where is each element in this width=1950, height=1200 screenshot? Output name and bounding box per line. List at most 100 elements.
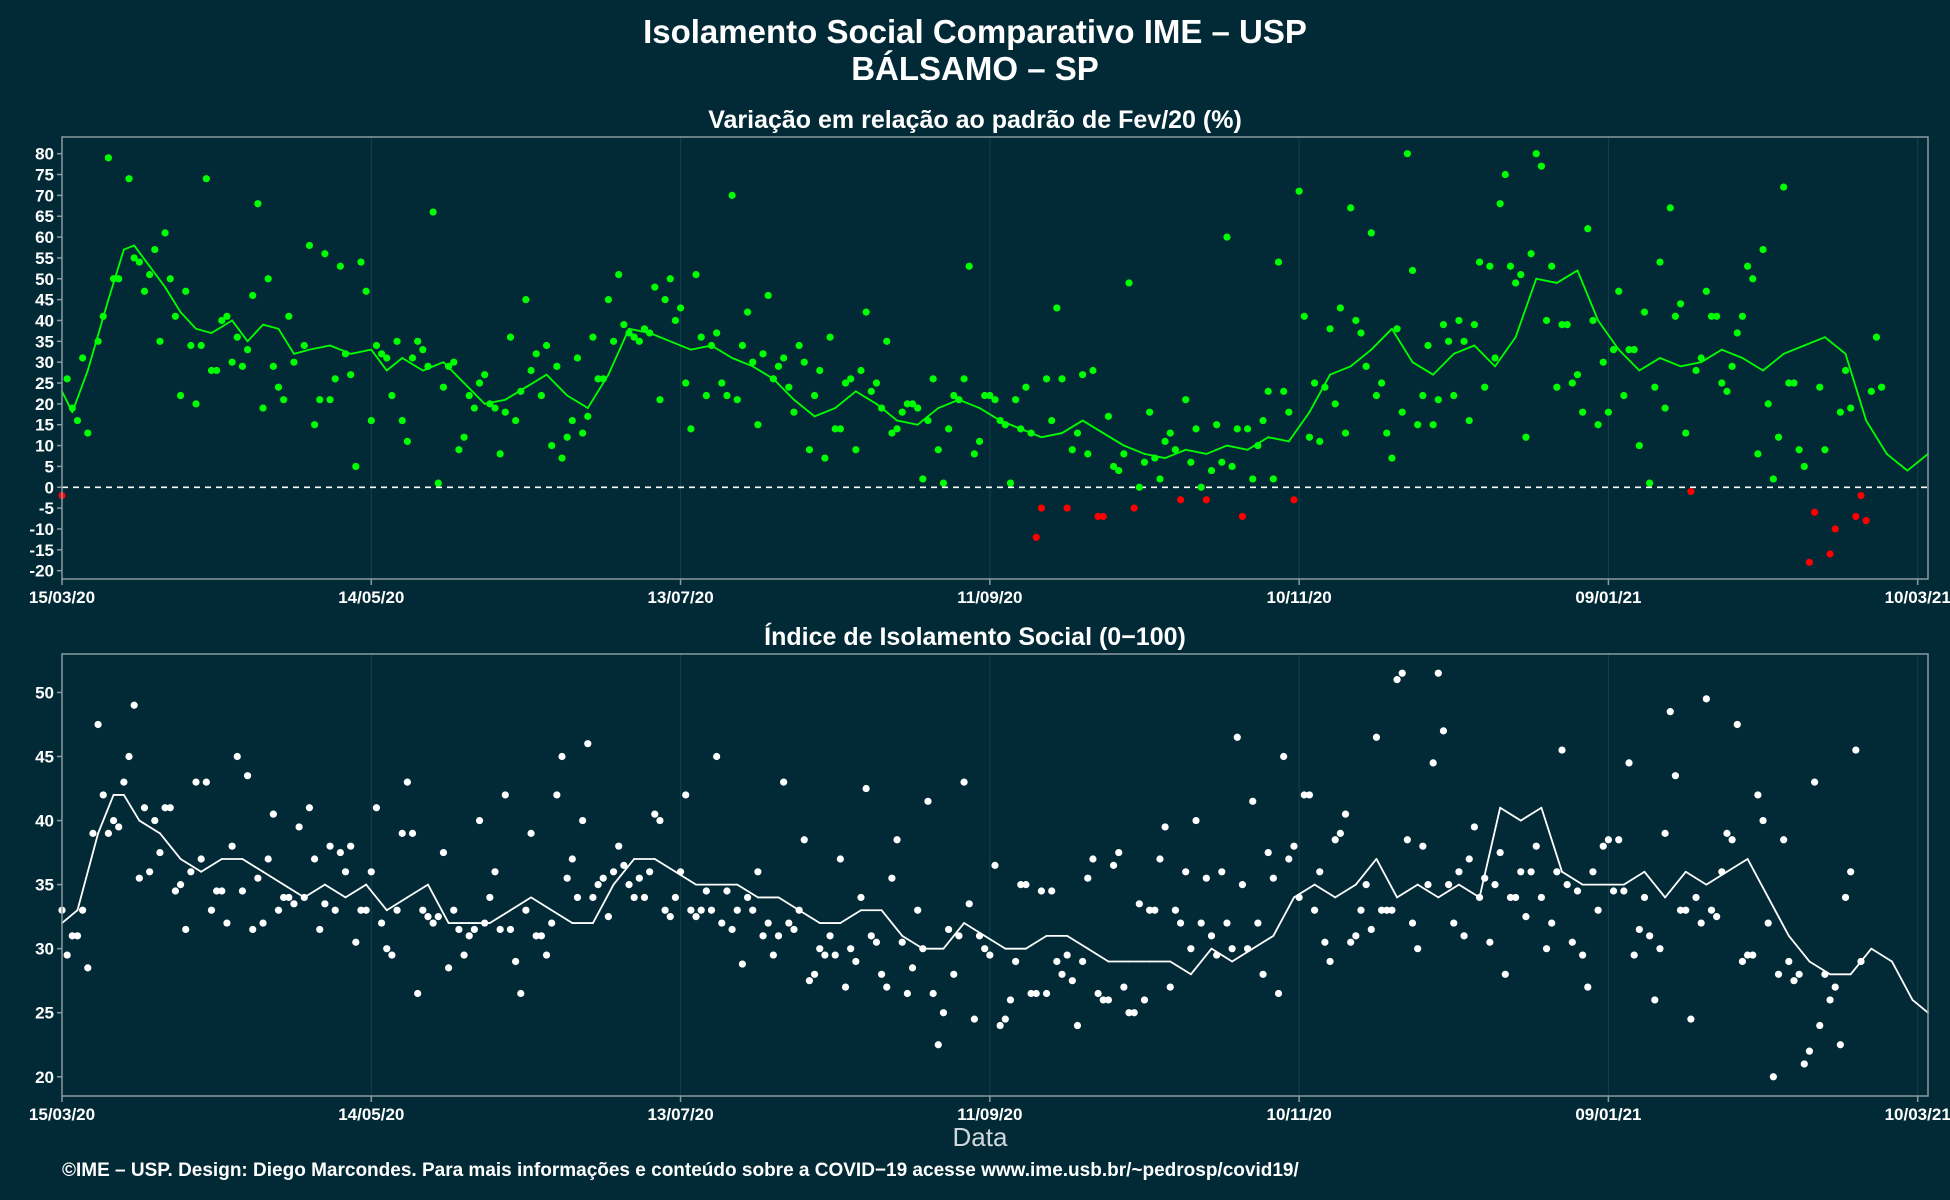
data-point [542, 951, 551, 959]
figure-subtitle: BÁLSAMO – SP [851, 50, 1099, 87]
data-point [1290, 842, 1298, 850]
data-point [955, 932, 963, 940]
data-point [584, 740, 592, 748]
y-tick-label: 0 [45, 478, 54, 497]
moving-average-segment [1473, 344, 1496, 368]
data-point [1243, 945, 1252, 953]
data-point [1584, 225, 1592, 233]
x-tick-label: 13/07/20 [647, 588, 713, 607]
y-tick-label: 45 [35, 747, 54, 766]
data-point [1408, 266, 1417, 275]
data-point [1867, 387, 1875, 395]
data-point [831, 951, 839, 959]
moving-average-segment [133, 244, 151, 268]
data-point [1073, 429, 1082, 437]
data-point [769, 951, 777, 959]
data-point [429, 208, 437, 216]
data-point [166, 275, 174, 283]
data-point [367, 868, 375, 876]
data-point [1836, 1041, 1844, 1049]
moving-average-segment [1102, 432, 1125, 447]
data-point [1805, 558, 1814, 566]
data-point [646, 329, 654, 337]
data-point [238, 887, 247, 895]
moving-average-segment [710, 344, 734, 359]
data-point [1068, 977, 1076, 985]
data-point [867, 932, 875, 940]
moving-average-segment [1313, 883, 1337, 899]
data-point [310, 421, 319, 429]
y-tick-label: 25 [35, 1004, 54, 1023]
data-point [146, 271, 154, 279]
data-point [1290, 496, 1298, 504]
moving-average-segment [978, 407, 1002, 422]
data-point [1434, 669, 1442, 677]
data-point [795, 341, 803, 350]
data-point [1336, 829, 1344, 837]
data-point [1104, 996, 1113, 1004]
data-point [1424, 341, 1432, 350]
data-point [1372, 391, 1381, 400]
data-point [512, 957, 520, 966]
data-point [84, 429, 92, 437]
data-point [1522, 913, 1530, 921]
moving-average-segment [1638, 357, 1661, 372]
index-x-axis: 15/03/20 14/05/20 13/07/20 11/09/20 10/11/20… [29, 1096, 1950, 1124]
moving-average-segment [880, 909, 904, 937]
moving-average-segment [509, 896, 532, 912]
data-point [115, 275, 123, 283]
data-point [713, 752, 721, 761]
data-point [1754, 791, 1762, 799]
data-point [1341, 810, 1350, 818]
data-point [1439, 321, 1448, 329]
data-point [857, 366, 865, 375]
data-point [1527, 868, 1535, 876]
data-point [1702, 695, 1710, 703]
data-point [207, 366, 216, 375]
moving-average-segment [159, 832, 182, 860]
data-point [594, 881, 602, 889]
x-tick-label: 10/11/20 [1267, 588, 1332, 607]
data-point [1202, 874, 1210, 882]
data-point [975, 437, 984, 445]
data-point [460, 951, 468, 959]
data-point [548, 441, 556, 450]
data-point [1455, 868, 1463, 876]
data-point [1599, 358, 1607, 366]
moving-average-segment [323, 883, 347, 899]
data-point [1285, 408, 1293, 416]
data-point [125, 752, 133, 761]
data-point [785, 383, 793, 391]
data-point [532, 932, 540, 940]
data-point [1630, 951, 1638, 959]
data-point [1223, 919, 1231, 927]
data-point [754, 421, 762, 429]
data-point [1094, 512, 1102, 521]
data-point [697, 333, 705, 341]
moving-average-segment [1891, 960, 1914, 1001]
data-point [1171, 446, 1180, 454]
data-point [388, 951, 396, 959]
data-point [1749, 951, 1757, 959]
data-point [1609, 887, 1618, 895]
data-point [357, 258, 365, 266]
data-point [960, 375, 968, 383]
data-point [1496, 848, 1504, 857]
data-point [1109, 861, 1118, 869]
data-point [1635, 925, 1643, 934]
y-tick-label: -20 [29, 562, 54, 581]
data-point [563, 874, 571, 882]
data-point [403, 437, 411, 445]
data-point [501, 791, 509, 799]
data-point [1831, 525, 1839, 533]
x-tick-label: 13/07/20 [647, 1105, 713, 1124]
data-point [491, 404, 499, 412]
data-point [903, 989, 911, 998]
moving-average-segment [122, 244, 136, 251]
data-point [1810, 778, 1819, 786]
data-point [1336, 304, 1344, 312]
data-point [445, 964, 453, 972]
x-tick-label: 10/03/21 [1885, 588, 1950, 607]
data-point [357, 906, 365, 914]
data-point [532, 350, 540, 358]
